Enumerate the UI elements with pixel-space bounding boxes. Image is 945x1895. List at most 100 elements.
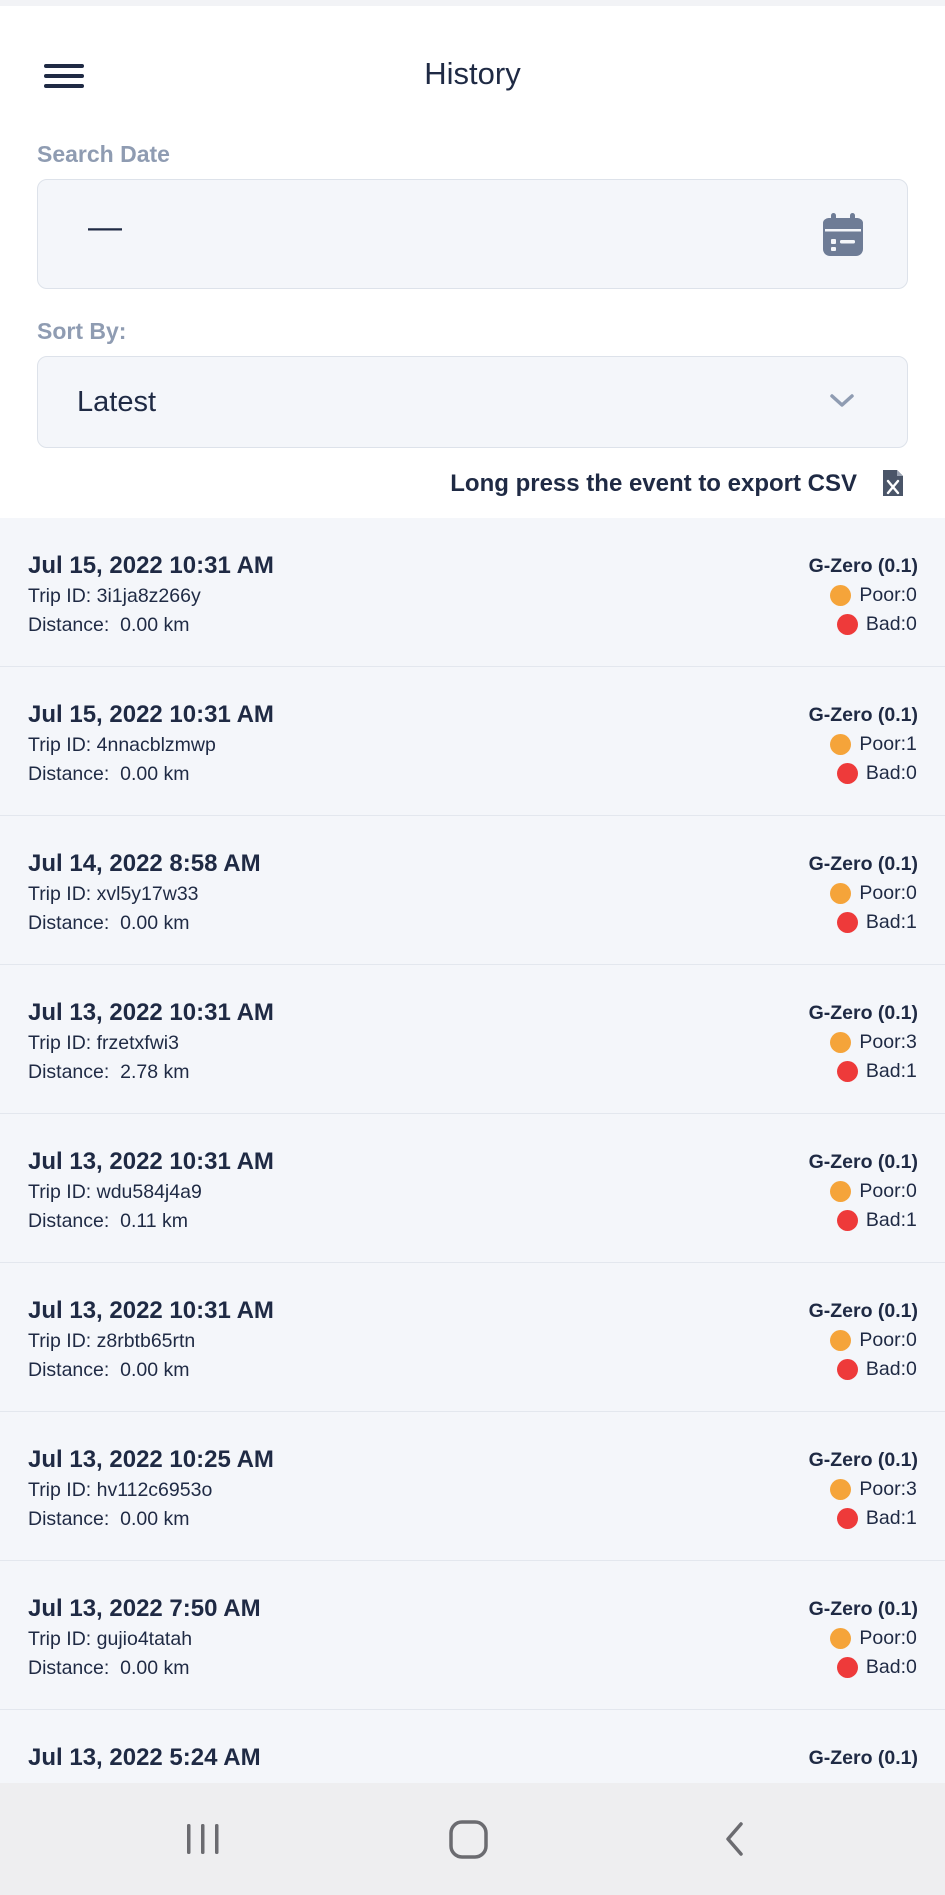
bad-value: 0 <box>906 1656 917 1678</box>
trip-distance: Distance: 0.00 km <box>28 763 190 786</box>
menu-line <box>44 84 84 88</box>
trip-id: Trip ID: 4nnacblzmwp <box>28 734 216 757</box>
trip-distance: Distance: 0.00 km <box>28 912 190 935</box>
trip-id-value: gujio4tatah <box>96 1628 193 1650</box>
trip-id-label: Trip ID: <box>28 1479 97 1501</box>
app-header: History <box>0 6 945 142</box>
poor-label: Poor: <box>859 1180 906 1202</box>
bad-label: Bad: <box>865 1060 906 1082</box>
trip-id-label: Trip ID: <box>28 1032 97 1054</box>
trip-row[interactable]: Jul 13, 2022 7:50 AM Trip ID: gujio4tatah… <box>0 1561 945 1710</box>
poor-dot-icon <box>830 1479 852 1500</box>
sort-by-value: Latest <box>77 386 156 418</box>
trip-history-list[interactable]: Jul 15, 2022 10:31 AM Trip ID: 3i1ja8z266… <box>0 518 945 1783</box>
bad-count: Bad: 1 <box>836 1507 918 1530</box>
trip-id-label: Trip ID: <box>28 1628 97 1650</box>
distance-label: Distance: <box>28 763 121 785</box>
trip-row[interactable]: Jul 13, 2022 10:25 AM Trip ID: hv112c6953… <box>0 1412 945 1561</box>
trip-datetime: Jul 14, 2022 8:58 AM <box>28 850 261 877</box>
trip-datetime: Jul 15, 2022 10:31 AM <box>28 552 274 579</box>
poor-value: 0 <box>906 1180 917 1202</box>
home-icon <box>449 1820 488 1859</box>
poor-value: 0 <box>906 882 917 904</box>
system-nav-bar <box>0 1783 945 1895</box>
poor-dot-icon <box>830 1032 852 1053</box>
distance-label: Distance: <box>28 614 121 636</box>
trip-id-label: Trip ID: <box>28 734 97 756</box>
back-icon <box>726 1822 743 1856</box>
bad-count: Bad: 0 <box>836 762 918 785</box>
trip-id-value: frzetxfwi3 <box>96 1032 179 1054</box>
device-name: G-Zero (0.1) <box>808 1300 918 1322</box>
bad-dot-icon <box>836 912 858 933</box>
bad-label: Bad: <box>865 1507 906 1529</box>
bad-count: Bad: 1 <box>836 1209 918 1232</box>
poor-label: Poor: <box>859 733 906 755</box>
trip-datetime: Jul 13, 2022 5:24 AM <box>28 1744 261 1771</box>
trip-row[interactable]: Jul 13, 2022 10:31 AM Trip ID: z8rbtb65rt… <box>0 1263 945 1412</box>
bad-count: Bad: 0 <box>836 1656 918 1679</box>
poor-dot-icon <box>830 1181 852 1202</box>
poor-label: Poor: <box>859 1627 906 1649</box>
hamburger-menu-icon[interactable] <box>42 58 86 92</box>
bad-dot-icon <box>836 1508 858 1529</box>
bad-label: Bad: <box>865 762 906 784</box>
distance-value: 0.00 km <box>120 763 190 785</box>
recent-apps-button[interactable] <box>145 1783 265 1895</box>
bad-dot-icon <box>836 763 858 784</box>
device-name: G-Zero (0.1) <box>808 853 918 875</box>
bad-label: Bad: <box>865 613 906 635</box>
poor-count: Poor: 3 <box>830 1478 918 1501</box>
csv-file-icon[interactable] <box>881 468 905 498</box>
distance-value: 0.00 km <box>120 1657 190 1679</box>
poor-count: Poor: 1 <box>830 733 918 756</box>
home-button[interactable] <box>409 1783 529 1895</box>
poor-value: 1 <box>906 733 917 755</box>
trip-id: Trip ID: z8rbtb65rtn <box>28 1330 195 1353</box>
trip-id-label: Trip ID: <box>28 1181 97 1203</box>
sort-by-select[interactable]: Latest <box>37 356 908 448</box>
trip-row[interactable]: Jul 15, 2022 10:31 AM Trip ID: 3i1ja8z266… <box>0 518 945 667</box>
recent-apps-icon <box>187 1824 219 1854</box>
trip-row[interactable]: Jul 13, 2022 5:24 AM G-Zero (0.1) <box>0 1710 945 1783</box>
device-name: G-Zero (0.1) <box>808 1747 918 1769</box>
distance-value: 0.11 km <box>120 1210 189 1232</box>
poor-dot-icon <box>830 883 852 904</box>
sort-by-label: Sort By: <box>37 318 127 344</box>
distance-label: Distance: <box>28 1657 121 1679</box>
bad-value: 1 <box>906 1507 917 1529</box>
search-date-field[interactable]: — <box>37 179 908 289</box>
trip-row[interactable]: Jul 14, 2022 8:58 AM Trip ID: xvl5y17w33 D… <box>0 816 945 965</box>
distance-label: Distance: <box>28 1210 121 1232</box>
poor-value: 0 <box>906 1627 917 1649</box>
device-name: G-Zero (0.1) <box>808 555 918 577</box>
device-name: G-Zero (0.1) <box>808 1002 918 1024</box>
poor-label: Poor: <box>859 882 906 904</box>
trip-id-label: Trip ID: <box>28 585 97 607</box>
bad-count: Bad: 1 <box>836 911 918 934</box>
trip-datetime: Jul 13, 2022 10:31 AM <box>28 1297 274 1324</box>
poor-dot-icon <box>830 734 852 755</box>
trip-row[interactable]: Jul 13, 2022 10:31 AM Trip ID: frzetxfwi3… <box>0 965 945 1114</box>
back-button[interactable] <box>673 1783 793 1895</box>
distance-value: 0.00 km <box>120 912 190 934</box>
trip-id-value: z8rbtb65rtn <box>96 1330 196 1352</box>
calendar-icon[interactable] <box>821 212 865 258</box>
poor-label: Poor: <box>859 1329 906 1351</box>
search-date-value: — <box>88 208 122 246</box>
trip-id-label: Trip ID: <box>28 1330 97 1352</box>
trip-id-value: 4nnacblzmwp <box>96 734 216 756</box>
distance-label: Distance: <box>28 1508 121 1530</box>
poor-value: 0 <box>906 1329 917 1351</box>
trip-id: Trip ID: gujio4tatah <box>28 1628 192 1651</box>
trip-row[interactable]: Jul 15, 2022 10:31 AM Trip ID: 4nnacblzmw… <box>0 667 945 816</box>
bad-label: Bad: <box>865 911 906 933</box>
trip-row[interactable]: Jul 13, 2022 10:31 AM Trip ID: wdu584j4a9… <box>0 1114 945 1263</box>
bad-dot-icon <box>836 1210 858 1231</box>
bad-value: 1 <box>906 1060 917 1082</box>
trip-id-value: hv112c6953o <box>96 1479 213 1501</box>
poor-dot-icon <box>830 585 852 606</box>
trip-distance: Distance: 0.00 km <box>28 614 190 637</box>
trip-datetime: Jul 13, 2022 10:31 AM <box>28 999 274 1026</box>
trip-datetime: Jul 15, 2022 10:31 AM <box>28 701 274 728</box>
